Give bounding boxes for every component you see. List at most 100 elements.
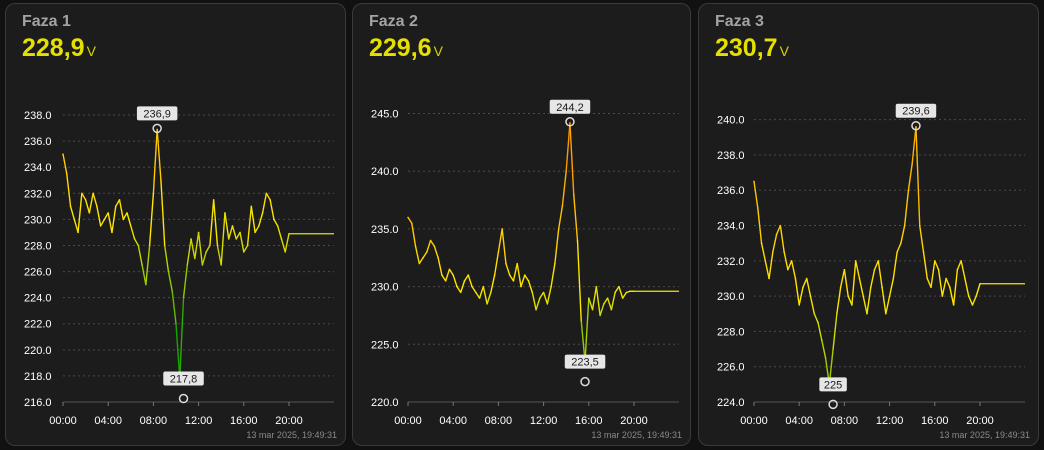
series-segment [941, 278, 947, 297]
data-point [885, 312, 887, 315]
data-point [433, 245, 436, 248]
series-segment [934, 260, 940, 270]
min-marker [178, 393, 189, 404]
data-point [964, 277, 966, 280]
data-point [580, 320, 583, 323]
series-segment [490, 274, 496, 293]
y-tick-label: 238.0 [717, 150, 745, 162]
series-segment [77, 193, 83, 233]
y-tick-label: 245.0 [371, 109, 399, 121]
data-point [437, 256, 439, 259]
max-marker [911, 120, 921, 131]
data-point [444, 280, 447, 282]
data-point [471, 285, 473, 288]
data-point [129, 225, 132, 227]
max-label: 236,9 [143, 108, 171, 120]
series-segment [216, 245, 222, 266]
series-segment [839, 269, 846, 288]
series-segment [273, 219, 279, 227]
data-point [459, 291, 462, 294]
data-point [205, 251, 207, 253]
data-point [194, 257, 196, 260]
series-segment [482, 286, 488, 305]
y-tick-label: 240.0 [717, 115, 745, 127]
series-segment [968, 295, 974, 306]
data-point [820, 339, 823, 342]
series-segment [463, 274, 469, 282]
data-point [787, 268, 789, 271]
data-point [145, 283, 147, 286]
series-segment [422, 251, 428, 259]
series-segment [896, 242, 902, 253]
series-segment [595, 286, 601, 316]
data-point [900, 242, 902, 244]
series-segment [92, 193, 98, 207]
series-segment [269, 199, 275, 220]
series-segment [190, 238, 196, 259]
data-point [843, 268, 846, 271]
series-segment [858, 278, 864, 297]
data-point [561, 205, 564, 207]
data-point [216, 244, 219, 247]
data-point [273, 218, 275, 221]
phase-card-1[interactable]: Faza 1 228,9 V 216.0 218.0 220.0 222.0 224.0 2… [5, 3, 346, 446]
data-point [877, 260, 880, 262]
data-point [941, 295, 944, 297]
voltage-unit: V [779, 43, 789, 59]
series-segment [903, 190, 910, 226]
x-tick-label: 00:00 [740, 415, 768, 427]
data-point [156, 128, 158, 131]
series-segment [437, 257, 443, 276]
data-point [182, 296, 185, 299]
data-point [111, 231, 113, 234]
y-tick-label: 224.0 [717, 397, 745, 409]
series-segment [821, 340, 827, 359]
data-point [212, 199, 215, 201]
card-value: 228,9 V [22, 34, 96, 63]
series-segment [915, 126, 921, 226]
phase-card-3[interactable]: Faza 3 230,7 V 224.0 226.0 228.0 230.0 232.0 2… [698, 3, 1039, 446]
series-segment [790, 260, 797, 279]
data-point [505, 262, 507, 265]
data-point [531, 291, 534, 294]
data-point [284, 251, 287, 253]
x-tick-label: 00:00 [394, 415, 422, 427]
data-point [133, 238, 136, 240]
data-point [246, 244, 249, 247]
data-point [224, 212, 226, 214]
y-tick-label: 228.0 [717, 326, 745, 338]
series-segment [130, 225, 136, 240]
series-segment [115, 199, 121, 207]
series-segment [418, 257, 424, 264]
data-point [62, 153, 64, 155]
data-point [486, 303, 488, 305]
data-point [250, 205, 253, 208]
series-segment [100, 219, 106, 227]
series-segment [441, 274, 447, 282]
data-point [915, 125, 917, 128]
data-point [269, 199, 271, 201]
phase-card-2[interactable]: Faza 2 229,6 V 220.0 225.0 230.0 235.0 240.0 2… [352, 3, 691, 446]
data-point [126, 212, 128, 214]
series-segment [550, 263, 556, 287]
data-point [171, 290, 174, 292]
series-segment [524, 274, 530, 282]
data-point [190, 238, 192, 240]
series-segment [407, 217, 413, 224]
data-point [546, 303, 549, 305]
series-segment [907, 163, 913, 191]
series-segment [250, 206, 256, 233]
y-tick-label: 234.0 [24, 162, 52, 174]
max-label: 239,6 [902, 106, 930, 118]
data-point [933, 260, 936, 262]
series-segment [212, 199, 219, 246]
series-segment [798, 287, 804, 306]
series-segment [900, 225, 906, 244]
y-tick-label: 218.0 [24, 371, 52, 383]
y-tick-label: 224.0 [24, 293, 52, 305]
x-tick-label: 12:00 [876, 415, 904, 427]
max-label-box [136, 106, 178, 121]
data-point [753, 180, 755, 183]
data-point [629, 290, 632, 293]
data-point [960, 260, 962, 262]
